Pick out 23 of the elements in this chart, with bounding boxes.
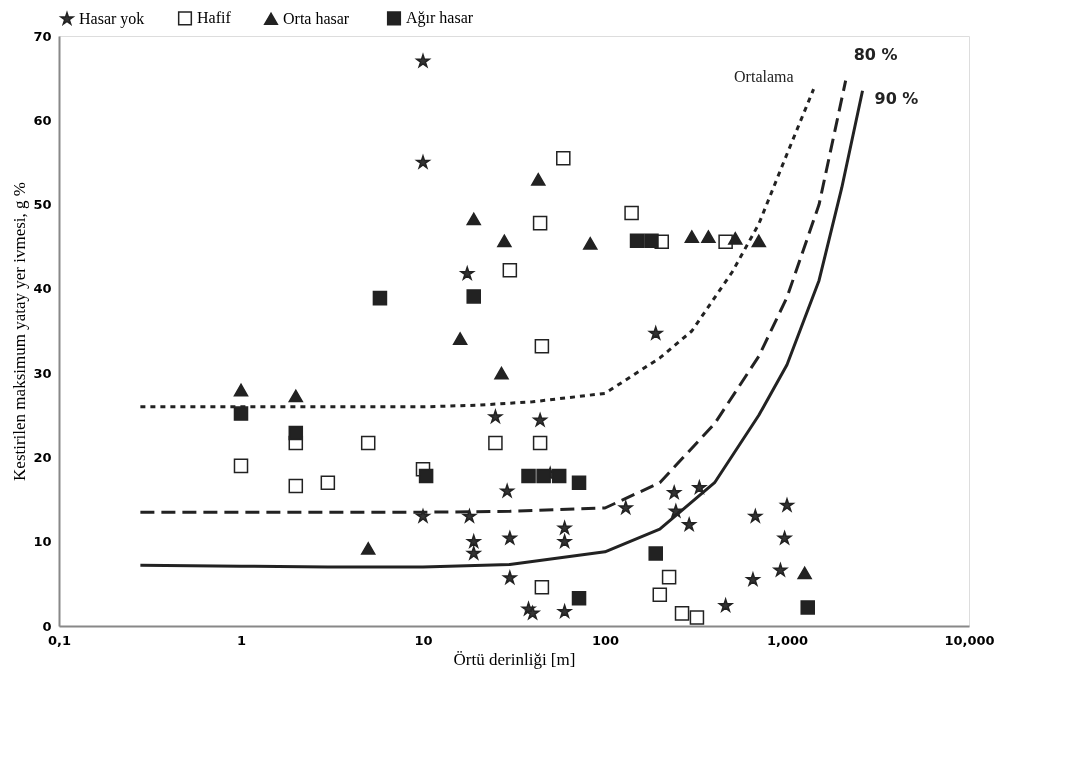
x-tick-label: 10,000: [944, 632, 995, 648]
y-tick-label: 40: [33, 281, 52, 297]
y-tick-label: 0: [42, 618, 52, 634]
legend-label: Orta hasar: [283, 9, 350, 27]
x-tick-label: 100: [591, 632, 620, 648]
y-tick-label: 20: [33, 449, 52, 465]
x-tick-label: 1: [236, 632, 247, 648]
series-label: Ortalama: [734, 68, 794, 86]
legend-label: Hasar yok: [79, 9, 145, 28]
x-tick-label: 1,000: [766, 632, 809, 648]
legend-label: Hafif: [197, 9, 232, 27]
y-tick-label: 10: [33, 534, 52, 550]
x-tick-label: 10: [414, 632, 433, 648]
y-tick-label: 60: [33, 112, 52, 128]
x-axis-title: Örtü derinliği [m]: [453, 649, 576, 669]
y-axis-title: Kestirilen maksimum yatay yer ivmesi, g %: [10, 182, 30, 481]
x-tick-label: 0,1: [47, 632, 72, 648]
series-label: 80 %: [853, 44, 898, 64]
y-tick-label: 30: [33, 365, 52, 381]
y-tick-label: 70: [33, 28, 52, 44]
series-label: 90 %: [874, 88, 919, 108]
legend-label: Ağır hasar: [406, 9, 474, 28]
y-tick-label: 50: [33, 197, 52, 213]
